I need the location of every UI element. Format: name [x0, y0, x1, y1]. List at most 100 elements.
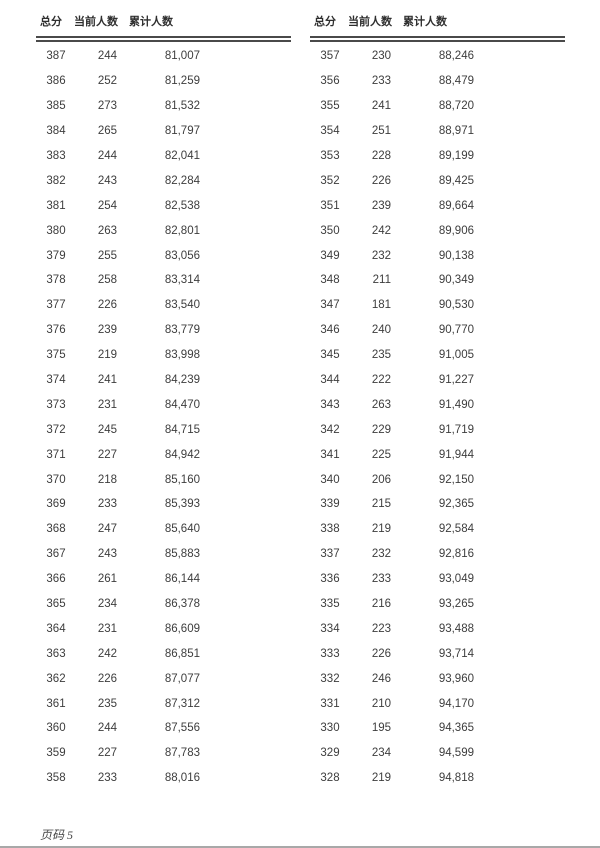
current-count-cell: 227 [97, 747, 117, 760]
current-count-cell: 218 [97, 473, 117, 486]
score-cell: 364 [46, 622, 66, 635]
score-cell: 332 [320, 672, 340, 685]
current-count-cell: 226 [97, 299, 117, 312]
table-row: 347 181 90,530 [310, 293, 565, 318]
score-cell: 378 [46, 274, 66, 287]
current-count-cell: 246 [371, 672, 391, 685]
table-row: 335 216 93,265 [310, 592, 565, 617]
score-cell: 382 [46, 174, 66, 187]
cumulative-count-cell: 85,640 [164, 523, 200, 536]
table-row: 381 254 82,538 [36, 193, 291, 218]
cumulative-count-cell: 91,719 [438, 423, 474, 436]
column-header-current-count: 当前人数 [74, 16, 118, 28]
current-count-cell: 254 [97, 199, 117, 212]
table-row: 385 273 81,532 [36, 94, 291, 119]
table-row: 332 246 93,960 [310, 666, 565, 691]
table-row: 358 233 88,016 [36, 766, 291, 791]
score-cell: 349 [320, 249, 340, 262]
current-count-cell: 263 [97, 224, 117, 237]
table-row: 350 242 89,906 [310, 218, 565, 243]
cumulative-count-cell: 88,971 [438, 125, 474, 138]
cumulative-count-cell: 89,906 [438, 224, 474, 237]
table-row: 349 232 90,138 [310, 243, 565, 268]
score-cell: 363 [46, 647, 66, 660]
score-cell: 380 [46, 224, 66, 237]
current-count-cell: 258 [97, 274, 117, 287]
cumulative-count-cell: 91,227 [438, 374, 474, 387]
table-row: 380 263 82,801 [36, 218, 291, 243]
current-count-cell: 181 [371, 299, 391, 312]
cumulative-count-cell: 92,150 [438, 473, 474, 486]
current-count-cell: 226 [371, 174, 391, 187]
cumulative-count-cell: 81,259 [164, 75, 200, 88]
column-header-cumulative-count: 累计人数 [129, 16, 173, 28]
cumulative-count-cell: 83,056 [164, 249, 200, 262]
current-count-cell: 234 [97, 598, 117, 611]
table-row: 376 239 83,779 [36, 318, 291, 343]
current-count-cell: 234 [371, 747, 391, 760]
page-bottom-divider [0, 846, 600, 848]
score-cell: 384 [46, 125, 66, 138]
cumulative-count-cell: 89,425 [438, 174, 474, 187]
score-cell: 338 [320, 523, 340, 536]
current-count-cell: 239 [371, 199, 391, 212]
current-count-cell: 232 [371, 249, 391, 262]
current-count-cell: 243 [97, 174, 117, 187]
current-count-cell: 195 [371, 722, 391, 735]
table-row: 346 240 90,770 [310, 318, 565, 343]
current-count-cell: 235 [97, 697, 117, 710]
table-row: 340 206 92,150 [310, 467, 565, 492]
column-header-cumulative-count: 累计人数 [403, 16, 447, 28]
current-count-cell: 223 [371, 622, 391, 635]
score-cell: 346 [320, 324, 340, 337]
cumulative-count-cell: 82,538 [164, 199, 200, 212]
current-count-cell: 226 [371, 647, 391, 660]
table-row: 338 219 92,584 [310, 517, 565, 542]
cumulative-count-cell: 92,816 [438, 548, 474, 561]
table-row: 379 255 83,056 [36, 243, 291, 268]
cumulative-count-cell: 90,530 [438, 299, 474, 312]
current-count-cell: 228 [371, 150, 391, 162]
cumulative-count-cell: 87,312 [164, 697, 200, 710]
current-count-cell: 239 [97, 324, 117, 337]
cumulative-count-cell: 92,584 [438, 523, 474, 536]
current-count-cell: 230 [371, 50, 391, 63]
cumulative-count-cell: 83,998 [164, 349, 200, 362]
column-header-score: 总分 [314, 16, 336, 28]
cumulative-count-cell: 83,540 [164, 299, 200, 312]
current-count-cell: 235 [371, 349, 391, 362]
table-row: 377 226 83,540 [36, 293, 291, 318]
current-count-cell: 244 [97, 50, 117, 63]
table-row: 384 265 81,797 [36, 119, 291, 144]
current-count-cell: 206 [371, 473, 391, 486]
score-cell: 383 [46, 150, 66, 162]
table-row: 371 227 84,942 [36, 442, 291, 467]
score-cell: 376 [46, 324, 66, 337]
score-cell: 351 [320, 199, 340, 212]
cumulative-count-cell: 87,077 [164, 672, 200, 685]
score-cell: 355 [320, 100, 340, 113]
current-count-cell: 252 [97, 75, 117, 88]
cumulative-count-cell: 86,378 [164, 598, 200, 611]
current-count-cell: 241 [371, 100, 391, 113]
current-count-cell: 240 [371, 324, 391, 337]
current-count-cell: 233 [97, 772, 117, 785]
current-count-cell: 233 [371, 573, 391, 586]
current-count-cell: 244 [97, 722, 117, 735]
score-cell: 361 [46, 697, 66, 710]
current-count-cell: 215 [371, 498, 391, 511]
current-count-cell: 261 [97, 573, 117, 586]
table-row: 342 229 91,719 [310, 417, 565, 442]
cumulative-count-cell: 85,393 [164, 498, 200, 511]
table-row: 386 252 81,259 [36, 69, 291, 94]
cumulative-count-cell: 90,138 [438, 249, 474, 262]
table-row: 328 219 94,818 [310, 766, 565, 791]
score-cell: 353 [320, 150, 340, 162]
current-count-cell: 273 [97, 100, 117, 113]
current-count-cell: 242 [371, 224, 391, 237]
current-count-cell: 210 [371, 697, 391, 710]
table-row: 331 210 94,170 [310, 691, 565, 716]
score-cell: 342 [320, 423, 340, 436]
cumulative-count-cell: 83,314 [164, 274, 200, 287]
cumulative-count-cell: 91,490 [438, 398, 474, 411]
